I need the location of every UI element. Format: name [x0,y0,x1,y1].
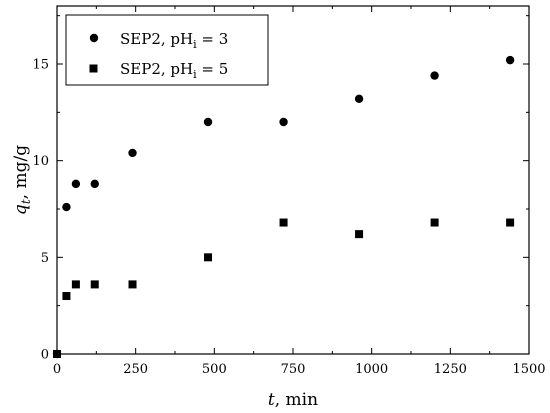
series-2-point [53,350,61,358]
series-1-point [71,179,81,189]
axis-ticks: 0 250 500 750 1000 1250 1500 0 5 10 15 [32,6,546,377]
legend-marker-series-1 [89,33,99,43]
legend-box [65,14,269,86]
x-tick-label: 1500 [512,362,545,377]
series-2-point [506,218,515,227]
x-tick-label: 1250 [434,362,467,377]
series-1-point [62,202,71,212]
x-tick-label: 0 [53,362,61,377]
series-2-point [430,218,439,227]
x-tick-label: 1000 [355,362,388,377]
series-1-point [279,117,288,127]
series-2-point [71,280,80,289]
series-1-point [128,148,137,158]
y-axis-title: qt, mg/g [11,145,33,215]
series-2-point [62,292,71,300]
legend-label-series-2: SEP2, pHi = 5 [120,60,228,81]
series-2-point [279,218,288,227]
x-tick-label: 750 [281,362,306,377]
series-1-point [90,179,99,189]
series-1-point [203,117,213,127]
series-2-point [128,280,137,289]
x-tick-label: 250 [123,362,148,377]
y-tick-label: 5 [41,251,49,266]
x-tick-label: 500 [202,362,227,377]
x-axis-title: t, min [268,390,318,410]
y-tick-label: 10 [32,154,49,169]
series-2-point [204,253,213,262]
series-2-point [90,280,99,289]
series-1-point [430,71,439,80]
series-1-point [354,94,364,104]
series-1-point [505,55,515,65]
data-points [52,55,515,359]
y-tick-label: 0 [41,348,49,363]
legend-marker-series-2 [89,64,98,73]
legend: SEP2, pHi = 3 SEP2, pHi = 5 [65,14,269,86]
legend-label-series-1: SEP2, pHi = 3 [120,30,228,51]
series-2-point [355,230,364,239]
y-tick-label: 15 [32,58,49,73]
